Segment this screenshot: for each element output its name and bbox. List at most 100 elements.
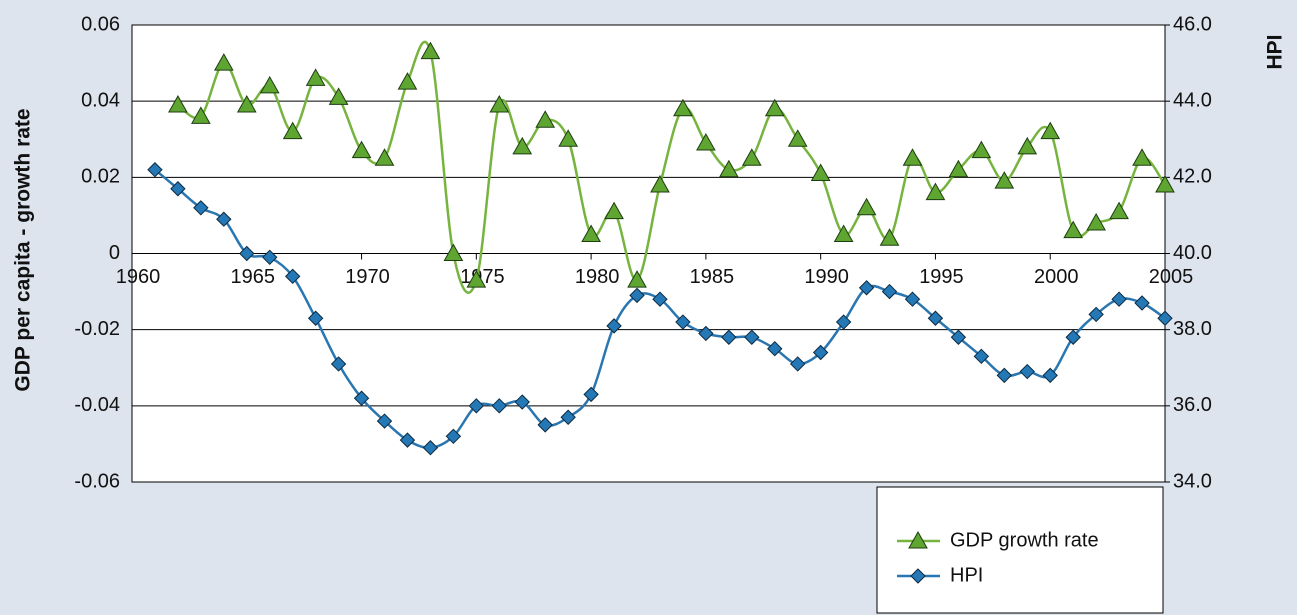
- y2-axis-title: HPI: [1264, 34, 1287, 69]
- marker: [1109, 201, 1129, 220]
- marker: [925, 182, 946, 201]
- marker: [627, 270, 647, 288]
- marker: [879, 228, 900, 246]
- x-tick-label: 1980: [575, 266, 620, 288]
- marker: [330, 356, 347, 372]
- y-tick-label: 0.02: [81, 166, 120, 188]
- legend-marker: [908, 530, 928, 549]
- y-tick-label: 0.04: [81, 89, 120, 111]
- marker: [904, 291, 921, 307]
- marker: [971, 140, 992, 159]
- marker: [170, 181, 186, 197]
- marker: [833, 224, 854, 242]
- x-tick-label: 2005: [1149, 266, 1194, 288]
- marker: [420, 41, 441, 60]
- marker: [1088, 306, 1104, 323]
- y2-tick-label: 40.0: [1173, 242, 1212, 264]
- marker: [1065, 329, 1081, 345]
- marker: [718, 159, 739, 178]
- marker: [652, 291, 668, 307]
- marker: [790, 356, 806, 372]
- marker: [767, 341, 783, 357]
- marker: [397, 72, 418, 90]
- x-tick-label: 1965: [231, 266, 276, 288]
- marker: [468, 398, 485, 414]
- marker: [1157, 310, 1173, 326]
- marker: [489, 94, 510, 113]
- marker: [1132, 148, 1152, 166]
- marker: [744, 329, 760, 345]
- marker: [193, 200, 209, 216]
- marker: [856, 197, 877, 216]
- marker: [996, 367, 1013, 384]
- legend-label: HPI: [950, 564, 983, 586]
- x-tick-label: 1970: [345, 266, 390, 288]
- marker: [812, 344, 829, 361]
- marker: [351, 140, 372, 159]
- marker: [466, 270, 487, 288]
- marker: [721, 329, 737, 345]
- marker: [491, 398, 507, 414]
- marker: [1040, 121, 1061, 140]
- marker: [1063, 220, 1084, 239]
- marker: [787, 129, 808, 147]
- marker: [583, 386, 599, 403]
- y2-tick-label: 36.0: [1173, 394, 1212, 416]
- x-tick-label: 1995: [919, 266, 964, 288]
- marker: [216, 211, 232, 227]
- marker: [353, 390, 370, 406]
- legend-label: GDP growth rate: [950, 529, 1099, 551]
- marker: [239, 245, 255, 262]
- marker: [443, 243, 464, 261]
- y-axis-title: GDP per capita - growth rate: [12, 108, 35, 391]
- y2-tick-label: 44.0: [1173, 89, 1212, 111]
- marker: [1134, 295, 1150, 311]
- marker: [741, 148, 762, 166]
- x-tick-label: 2000: [1034, 266, 1079, 288]
- y2-tick-label: 42.0: [1173, 166, 1212, 188]
- marker: [764, 98, 785, 117]
- marker: [374, 148, 395, 166]
- marker: [698, 325, 714, 342]
- marker: [282, 121, 303, 140]
- y2-tick-label: 46.0: [1173, 13, 1212, 35]
- x-tick-label: 1990: [804, 266, 849, 288]
- marker: [581, 224, 601, 242]
- marker: [512, 136, 533, 155]
- marker: [973, 348, 990, 365]
- legend-box: [876, 486, 1164, 614]
- marker: [675, 314, 691, 330]
- marker: [168, 94, 188, 113]
- x-tick-label: 1985: [690, 266, 735, 288]
- marker: [537, 417, 553, 433]
- marker: [948, 159, 969, 178]
- series-line: [177, 40, 1167, 294]
- marker: [445, 428, 462, 445]
- marker: [422, 440, 439, 456]
- marker: [213, 53, 234, 71]
- marker: [927, 310, 944, 326]
- marker: [284, 268, 301, 285]
- marker: [1155, 174, 1175, 193]
- marker: [328, 87, 349, 105]
- marker: [236, 94, 257, 113]
- marker: [696, 133, 716, 151]
- marker: [191, 106, 211, 124]
- marker: [881, 283, 898, 300]
- marker: [305, 68, 326, 86]
- marker: [307, 310, 324, 326]
- marker: [650, 174, 670, 193]
- marker: [399, 432, 416, 448]
- marker: [1019, 363, 1035, 380]
- marker: [994, 171, 1015, 189]
- marker: [558, 129, 579, 147]
- marker: [835, 314, 852, 330]
- y2-tick-label: 38.0: [1173, 318, 1212, 340]
- marker: [1017, 136, 1038, 155]
- marker: [858, 280, 875, 296]
- marker: [514, 394, 530, 410]
- legend-marker: [910, 568, 926, 584]
- marker: [810, 163, 831, 182]
- marker: [604, 201, 624, 220]
